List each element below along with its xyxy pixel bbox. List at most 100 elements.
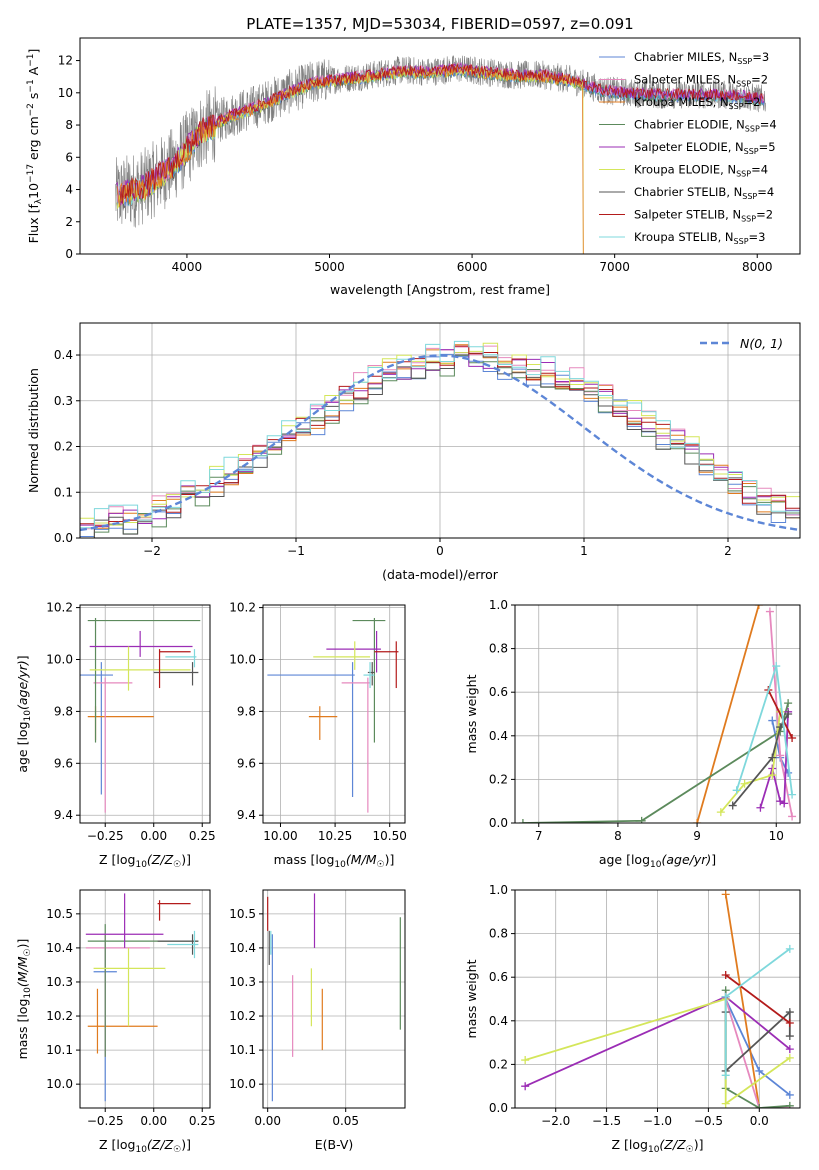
plot-area [80,340,800,538]
figure-title: PLATE=1357, MJD=53034, FIBERID=0597, z=0… [246,15,633,33]
x-tick-label: 5000 [314,260,345,274]
x-axis-label-part: 10 [135,860,147,870]
mass-weight-marker [693,819,702,823]
age-vs-metallicity-panel: −0.25 0.00 0.259.49.69.810.010.2Z [log10(Z… [15,601,216,870]
mass-weight-line [724,948,791,1076]
axes-frame [79,604,211,824]
x-axis-label-main: Z [log [99,1137,135,1152]
y-tick-label: 9.6 [237,756,256,770]
errorbar-point [167,930,199,959]
mass-weight-marker [776,751,785,760]
y-axis-label-part: )] [15,939,30,949]
x-tick-label: 0.0 [750,1114,769,1128]
legend-entry: N(0, 1) [740,336,783,351]
y-axis-label-part: 10 [23,710,33,722]
y-tick-label: 0.2 [489,1057,508,1071]
x-tick-label: −2 [143,544,161,558]
mass-weight-line [725,974,791,1024]
gaussian-reference-curve [80,354,800,532]
x-axis-label-main: Z [log [99,852,135,867]
mass-weight-marker [521,1082,530,1091]
y-axis-label-part: (M/M [15,956,30,987]
mass-weight-marker [755,1066,764,1075]
x-axis-label-part: 10 [648,1145,660,1155]
x-axis-label: Z [log10(Z/Z☉)] [99,852,191,870]
y-tick-label: 10 [58,86,73,100]
errorbar-point [93,947,166,1027]
y-tick-label: 1.0 [489,883,508,897]
x-axis-label-part: )] [385,852,395,867]
errorbar-point [352,617,386,743]
mass-weight-marker [721,992,730,1001]
x-axis-label-part: )] [181,1137,191,1152]
axes: −0.25 0.00 0.25 10.0 10.1 10.2 10.3 10.4 10.5 Z [… [15,889,216,1155]
mass-weight-marker [740,779,749,788]
x-tick-label: 9 [693,829,701,843]
mass-weight-marker [785,1101,794,1108]
legend-count: =4 [760,118,777,132]
y-axis-label-part: −2 [26,103,36,116]
y-tick-label: 6 [65,150,73,164]
legend-entry: Salpeter STELIB, NSSP=2 [634,208,773,224]
legend-label: Salpeter STELIB, N [634,208,741,222]
mass-weight-line [720,711,782,813]
mass-weight-marker [788,733,797,742]
errorbar-point [267,662,355,798]
x-tick-label: 10.25 [318,829,352,843]
y-tick-label: 10.5 [229,907,256,921]
y-axis-label-part: (age/yr) [15,660,30,710]
legend-count: =4 [751,163,768,177]
legend-count: =2 [751,73,768,87]
legend-label: Chabrier MILES, N [634,50,737,64]
errorbar-point [89,646,191,691]
y-axis-label-part: Flux [f [26,204,41,244]
y-axis-label-part: ] [15,655,30,660]
x-tick-label: −1.0 [643,1114,672,1128]
legend-label: Chabrier STELIB, N [634,185,742,199]
errorbar-point [165,649,197,668]
age-vs-mass-panel: 10.00 10.25 10.50 9.4 9.6 9.8 10.0 10.2 mass [lo… [229,601,407,870]
y-tick-label: 10.2 [229,1009,256,1023]
y-tick-label: 10.4 [229,941,256,955]
residuals-panel: −2 −1 0 1 2 0.0 0.1 0.2 0.3 0.4 (data-model)/error… [26,322,801,582]
mass-weight-marker [721,890,730,899]
mass-weight-marker [785,1090,794,1099]
legend-count: =3 [752,50,769,64]
mass-weight-marker [788,812,797,821]
legend-subscript: SSP [742,192,757,201]
axes-frame [79,889,211,1109]
mass-weight-marker [784,710,793,718]
y-tick-label: 10.0 [229,1077,256,1091]
y-axis-label-part: −17 [26,164,36,183]
y-axis-label-main: age [log [15,721,30,772]
y-tick-label: 0.8 [489,927,508,941]
legend-label: Kroupa STELIB, N [634,230,734,244]
legend-subscript: SSP [737,57,752,66]
mass-weight-line [724,894,761,1108]
axes-frame [262,889,406,1109]
y-tick-label: 10.0 [46,653,73,667]
y-axis-label: mass weight [464,959,479,1038]
legend-subscript: SSP [741,215,756,224]
y-tick-label: 10.0 [46,1077,73,1091]
x-tick-label: −1.5 [592,1114,621,1128]
mass-weight-vs-metallicity-panel: −2.0 −1.5 −1.0 −0.5 0.0 0.0 0.2 0.4 0.6 0.8 1.0 Z [… [464,883,801,1155]
x-tick-label: −0.5 [694,1114,723,1128]
y-axis-label-part: 10 [23,987,33,999]
legend-count: =2 [744,95,761,109]
x-tick-label: 0.25 [189,829,216,843]
x-tick-label: 0.00 [140,1114,167,1128]
legend-entry: Chabrier STELIB, NSSP=4 [634,185,774,201]
mass-weight-series [721,944,794,1080]
y-tick-label: 0.4 [54,348,73,362]
spectrum-panel: 4000 5000 6000 7000 8000 0 2 4 6 8 10 12 wavelength … [26,37,801,297]
axes: −2.0 −1.5 −1.0 −0.5 0.0 0.0 0.2 0.4 0.6 0.8 1.0 Z [… [464,883,801,1155]
errorbar-point [367,662,375,686]
legend-entry: Kroupa MILES, NSSP=2 [634,95,760,111]
y-tick-label: 10.2 [46,601,73,615]
legend-label: Chabrier ELODIE, N [634,118,745,132]
y-tick-label: 0.0 [489,816,508,830]
x-tick-label: −0.25 [87,1114,124,1128]
